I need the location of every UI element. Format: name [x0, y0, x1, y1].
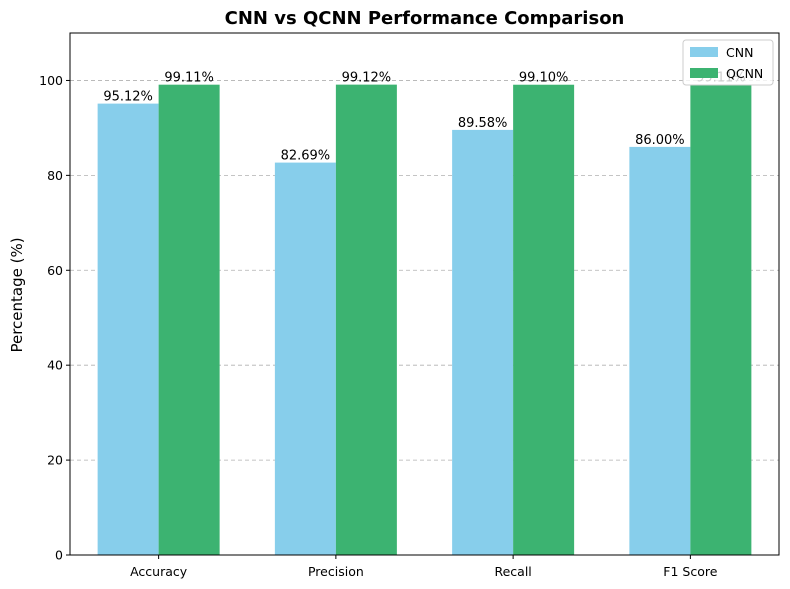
chart-title: CNN vs QCNN Performance Comparison [225, 8, 625, 29]
bar-qcnn-f1-score [690, 84, 752, 555]
x-axis-ticks: Accuracy Precision Recall F1 Score [130, 555, 718, 579]
bar-cnn-accuracy [97, 103, 159, 555]
y-tick-label: 100 [39, 73, 63, 88]
y-tick-label: 20 [47, 453, 63, 468]
legend-swatch-qcnn [690, 68, 718, 78]
y-tick-label: 40 [47, 358, 63, 373]
y-axis-ticks: 0 20 40 60 80 100 [39, 73, 70, 563]
legend-label-qcnn: QCNN [726, 66, 763, 81]
data-label: 99.12% [342, 71, 392, 86]
bar-cnn-precision [274, 162, 336, 555]
x-tick-label: Precision [308, 564, 364, 579]
plot-frame [69, 32, 780, 556]
legend-swatch-cnn [690, 47, 718, 57]
data-label: 99.10% [519, 71, 569, 86]
x-tick-label: F1 Score [663, 564, 717, 579]
y-tick-label: 0 [55, 548, 63, 563]
y-tick-label: 80 [47, 168, 63, 183]
bar-cnn-recall [452, 129, 514, 556]
data-label: 86.00% [635, 133, 685, 148]
data-label: 89.58% [458, 116, 508, 131]
y-axis-label: Percentage (%) [8, 237, 26, 352]
bars [97, 84, 752, 556]
bar-cnn-f1-score [629, 146, 691, 555]
data-label: 82.69% [281, 149, 331, 164]
bar-qcnn-accuracy [158, 84, 220, 555]
legend: CNN QCNN [682, 39, 774, 86]
bar-qcnn-recall [513, 84, 575, 555]
y-tick-label: 60 [47, 263, 63, 278]
data-label: 99.11% [164, 71, 214, 86]
legend-label-cnn: CNN [726, 45, 753, 60]
bar-qcnn-precision [335, 84, 397, 555]
x-tick-label: Accuracy [130, 564, 188, 579]
x-tick-label: Recall [494, 564, 531, 579]
data-label: 95.12% [103, 90, 153, 105]
